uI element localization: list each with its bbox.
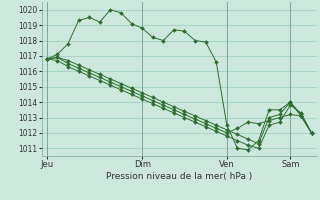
X-axis label: Pression niveau de la mer( hPa ): Pression niveau de la mer( hPa ) bbox=[106, 172, 252, 181]
